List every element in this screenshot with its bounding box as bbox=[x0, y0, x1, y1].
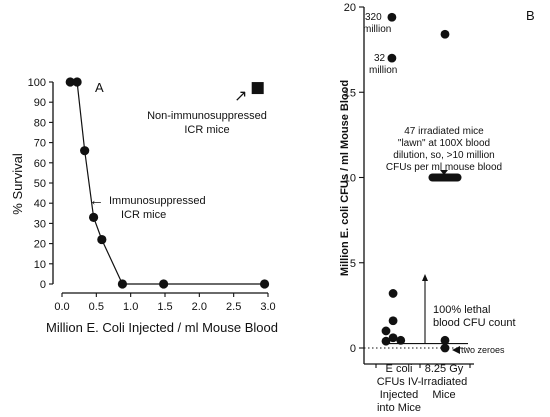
panel-b-irradiated-point bbox=[440, 343, 450, 353]
point-label-320-line2: million bbox=[363, 24, 391, 35]
lawn-annotation-line-2: "lawn" at 100X blood bbox=[398, 138, 490, 149]
panel-a-annotation-immuno-line2: ICR mice bbox=[121, 209, 166, 221]
panel-a-x-tick-label: 1.0 bbox=[123, 301, 138, 313]
lawn-annotation: 47 irradiated mice "lawn" at 100X blood … bbox=[386, 126, 502, 173]
threshold-label-line2: blood CFU count bbox=[433, 317, 516, 329]
panel-a-x-axis-label: Million E. Coli Injected / ml Mouse Bloo… bbox=[46, 320, 278, 335]
panel-b-y-tick-label: 5 bbox=[350, 258, 356, 270]
lawn-annotation-line-3: dilution, so, >10 million bbox=[393, 150, 494, 161]
panel-a-marks bbox=[65, 77, 270, 289]
panel-b-y-tick-label: 0 bbox=[350, 343, 356, 355]
panel-b-injected-point bbox=[388, 316, 398, 326]
panel-b-injected-point bbox=[387, 53, 397, 63]
panel-a-data-point bbox=[65, 77, 75, 87]
panel-a-x-tick-label: 2.0 bbox=[192, 301, 207, 313]
panel-b-y-tick-label: 15 bbox=[344, 87, 356, 99]
panel-b-injected-point bbox=[388, 289, 398, 298]
panel-a-data-point bbox=[97, 234, 107, 245]
panel-b-label: B bbox=[526, 8, 535, 23]
panel-a-x-tick-label: 0.5 bbox=[89, 301, 104, 313]
panel-a-x-tick-label: 0.0 bbox=[54, 301, 69, 313]
category-2-line-3: Mice bbox=[432, 389, 455, 401]
panel-b-y-tick-label: 10 bbox=[344, 173, 356, 185]
panel-a-y-tick-label: 10 bbox=[34, 259, 46, 271]
panel-a-y-tick-label: 100 bbox=[28, 77, 46, 89]
panel-b-axes bbox=[363, 7, 474, 368]
panel-a-chart: 0 10 20 30 40 50 60 70 80 90 100 0.0 0.5 1.0 1.5 2.0 2.5… bbox=[10, 77, 278, 335]
panel-a-label: A bbox=[95, 80, 104, 95]
lawn-annotation-arrowhead bbox=[440, 170, 448, 175]
panel-a-data-point bbox=[80, 146, 90, 156]
panel-b-lawn-bar bbox=[428, 173, 462, 182]
category-1-line-2: CFUs IV- bbox=[377, 376, 422, 388]
panel-a-ticks: 0 10 20 30 40 50 60 70 80 90 100 0.0 0.5 1.0 1.5 2.0 2.5… bbox=[28, 77, 276, 313]
point-label-32-line1: 32 bbox=[374, 53, 386, 64]
panel-a-annotation-arrow-immuno: ← bbox=[89, 192, 104, 209]
threshold-arrow-head bbox=[422, 274, 428, 281]
point-label-320-line1: 320 bbox=[365, 12, 382, 23]
panel-b-y-tick-label: 20 bbox=[344, 2, 356, 14]
panel-a-data-point bbox=[159, 279, 169, 289]
panel-a-y-tick-label: 60 bbox=[34, 158, 46, 170]
panel-a-y-tick-label: 70 bbox=[34, 138, 46, 150]
threshold-label-line1: 100% lethal bbox=[433, 304, 491, 316]
panel-a-data-point bbox=[259, 279, 270, 289]
panel-a-y-tick-label: 20 bbox=[34, 239, 46, 251]
panel-a-y-tick-label: 0 bbox=[40, 279, 46, 291]
panel-a-y-tick-label: 30 bbox=[34, 218, 46, 230]
panel-b-injected-point bbox=[381, 336, 391, 346]
panel-a-y-tick-label: 50 bbox=[34, 178, 46, 190]
two-zeroes-label: two zeroes bbox=[461, 345, 505, 355]
panel-a-x-tick-label: 3.0 bbox=[260, 301, 275, 313]
panel-a-y-tick-label: 40 bbox=[34, 198, 46, 210]
two-zeroes-arrowhead bbox=[452, 346, 460, 354]
panel-b-category-2-label: 8.25 Gy Irradiated Mice bbox=[421, 363, 467, 401]
panel-a-data-point bbox=[88, 212, 99, 222]
category-1-line-3: Injected bbox=[380, 389, 419, 401]
panel-a-annotation-nonimmuno-line2: ICR mice bbox=[184, 124, 229, 136]
category-2-line-1: 8.25 Gy bbox=[425, 363, 464, 375]
panel-b-ticks: 0 5 10 15 20 bbox=[344, 2, 364, 355]
panel-b-injected-point bbox=[388, 333, 398, 343]
point-label-32-line2: million bbox=[369, 65, 397, 76]
panel-a-y-tick-label: 90 bbox=[34, 97, 46, 109]
panel-a-data-point bbox=[117, 279, 128, 289]
panel-a-annotation-immuno-line1: Immunosuppressed bbox=[109, 195, 206, 207]
lawn-annotation-line-1: 47 irradiated mice bbox=[404, 126, 484, 137]
category-1-line-4: into Mice bbox=[377, 402, 421, 414]
panel-a-data-point bbox=[72, 77, 82, 87]
category-1-line-1: E coli bbox=[386, 363, 413, 375]
panel-b-marks bbox=[364, 12, 470, 353]
panel-a-x-tick-label: 2.5 bbox=[226, 301, 241, 313]
panel-b-injected-point bbox=[387, 12, 397, 22]
panel-b-chart: 0 5 10 15 20 B Million E. coli CFUs / ml Mou… bbox=[339, 2, 535, 414]
panel-a-y-tick-label: 80 bbox=[34, 117, 46, 129]
lawn-annotation-line-4: CFUs per ml mouse blood bbox=[386, 162, 502, 173]
panel-b-category-1-label: E coli CFUs IV- Injected into Mice bbox=[377, 363, 422, 414]
panel-a-survival-line bbox=[70, 81, 265, 285]
panel-b-irradiated-point bbox=[440, 29, 450, 39]
panel-a-annotation-nonimmuno-line1: Non-immunosuppressed bbox=[147, 110, 267, 122]
panel-b-injected-point bbox=[381, 326, 391, 336]
panel-b-injected-point bbox=[396, 335, 406, 345]
panel-a-y-axis-label: % Survival bbox=[10, 153, 25, 215]
panel-a-x-tick-label: 1.5 bbox=[157, 301, 172, 313]
panel-a-square-point bbox=[251, 82, 264, 95]
panel-b-y-axis-label: Million E. coli CFUs / ml Mouse Blood bbox=[339, 80, 351, 276]
category-2-line-2: Irradiated bbox=[421, 376, 467, 388]
panel-a-annotation-arrow-nonimmuno: ↗ bbox=[234, 88, 247, 105]
panel-b-irradiated-point bbox=[440, 335, 450, 345]
